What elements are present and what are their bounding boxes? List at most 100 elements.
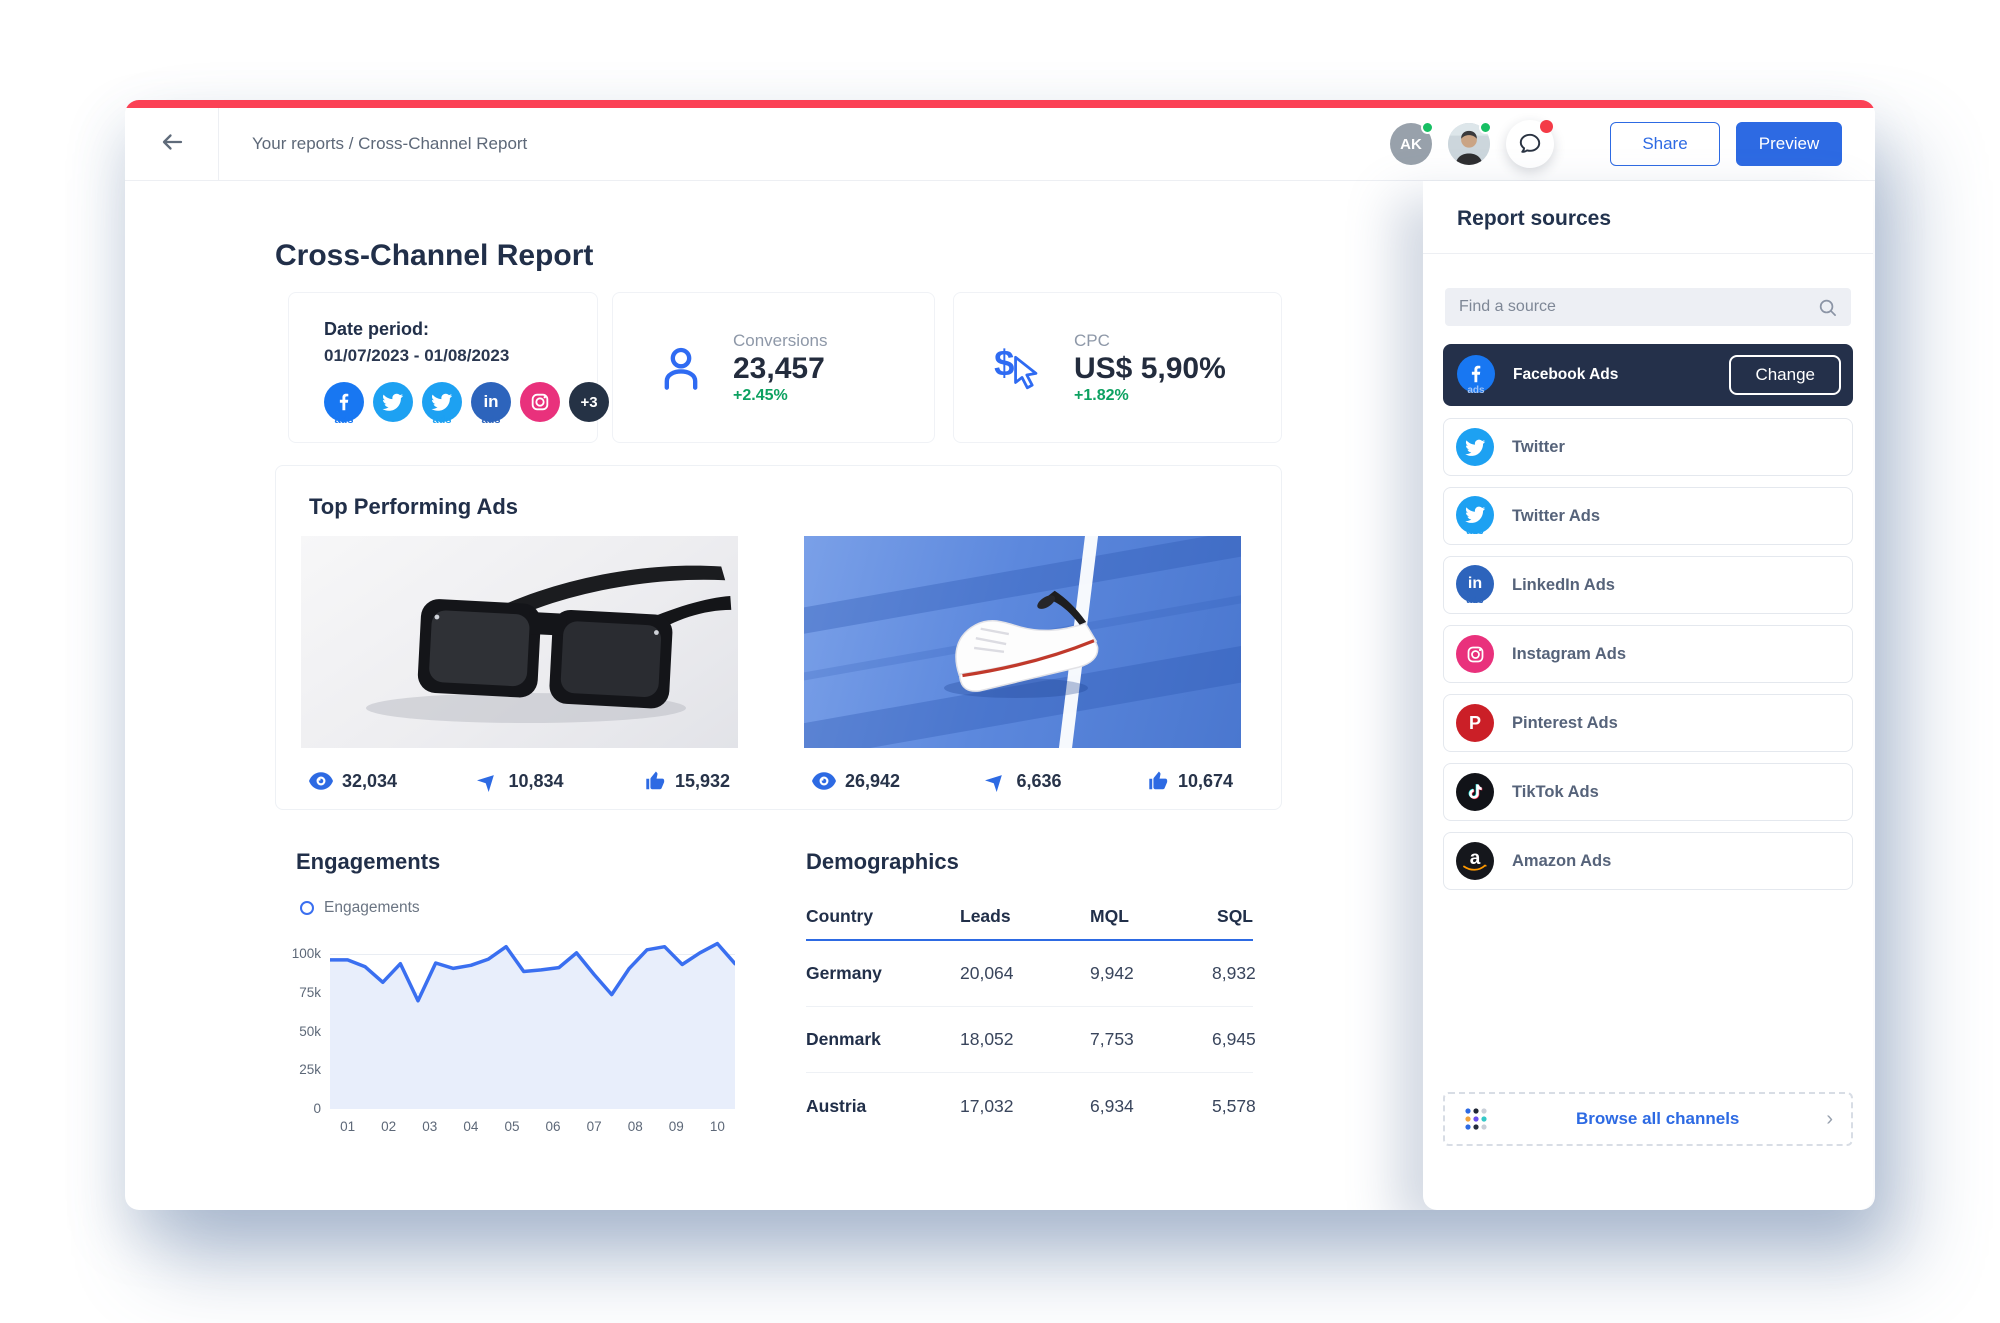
more-channels-icon: +3 (569, 382, 609, 422)
comments-button[interactable] (1506, 120, 1554, 168)
table-row: Austria 17,032 6,934 5,578 (806, 1073, 1256, 1139)
panel-divider (1423, 253, 1873, 254)
cell-country: Denmark (806, 1029, 881, 1049)
source-item-pinterest-ads[interactable]: P Pinterest Ads (1443, 694, 1853, 752)
col-leads: Leads (960, 905, 1011, 926)
header: Your reports / Cross-Channel Report AK (125, 108, 1875, 181)
source-item-instagram-ads[interactable]: Instagram Ads (1443, 625, 1853, 683)
x-tick-label: 04 (463, 1119, 479, 1134)
cell-leads: 20,064 (960, 963, 1014, 983)
search-icon (1819, 299, 1836, 316)
instagram-chip (520, 382, 560, 422)
x-tick-label: 02 (381, 1119, 397, 1134)
ad-stats-row: 26,942 6,636 10,674 (804, 770, 1241, 792)
more-channels-badge[interactable]: +3 (569, 382, 609, 422)
source-list: Twitter ads Twitter Ads in ads LinkedIn … (1443, 418, 1853, 901)
x-tick-label: 05 (504, 1119, 520, 1134)
source-item-linkedin-ads[interactable]: in ads LinkedIn Ads (1443, 556, 1853, 614)
cpc-dollar-cursor-icon: $ (992, 341, 1052, 395)
preview-button[interactable]: Preview (1736, 122, 1842, 166)
twitter-icon (1454, 428, 1496, 466)
clicks-stat: 10,834 (477, 770, 564, 792)
channels-grid-icon (1465, 1108, 1487, 1130)
date-period-value: 01/07/2023 - 01/08/2023 (324, 346, 510, 365)
share-button[interactable]: Share (1610, 122, 1720, 166)
likes-stat: 10,674 (1147, 770, 1233, 792)
date-period-label: Date period: (324, 319, 430, 339)
metric-value: US$ 5,90% (1074, 351, 1226, 385)
cell-sql: 5,578 (1212, 1095, 1256, 1116)
chart-y-axis: 100k 75k 50k 25k 0 (275, 939, 321, 1116)
ad-image-sneaker (804, 536, 1241, 748)
browse-all-channels-label: Browse all channels (1575, 1109, 1740, 1128)
conversions-metric-card: Conversions 23,457 +2.45% (612, 292, 935, 443)
demographics-table: Country Leads MQL SQL Germany 20,064 9,9… (806, 893, 1256, 1139)
trend-arrow-icon (985, 775, 1003, 792)
metric-change: +2.45% (733, 386, 788, 404)
metric-label: CPC (1074, 330, 1110, 350)
demographics-title: Demographics (806, 849, 959, 874)
search-input[interactable] (1459, 298, 1818, 316)
twitter-icon (373, 382, 413, 422)
x-tick-label: 03 (422, 1119, 438, 1134)
ads-suffix: ads (481, 414, 501, 426)
chevron-right-icon: › (1826, 1107, 1833, 1130)
twitter-chip (373, 382, 413, 422)
avatar-initials-text: AK (1400, 135, 1422, 153)
y-tick-label: 25k (299, 1062, 321, 1078)
back-arrow-icon[interactable] (158, 130, 186, 159)
report-sources-panel: Report sources ads Facebook Ads Change (1423, 181, 1873, 1210)
col-sql: SQL (1217, 905, 1253, 926)
source-item-amazon-ads[interactable]: a Amazon Ads (1443, 832, 1853, 890)
cell-mql: 9,942 (1090, 963, 1134, 983)
source-item-twitter-ads[interactable]: ads Twitter Ads (1443, 487, 1853, 545)
selected-source-label: Facebook Ads (1513, 366, 1619, 383)
instagram-icon (520, 382, 560, 422)
thumbs-up-icon (1149, 771, 1168, 790)
cpc-metric-card: $ CPC US$ 5,90% +1.82% (953, 292, 1282, 443)
avatar-initials[interactable]: AK (1390, 121, 1434, 165)
ads-suffix: ads (1467, 384, 1485, 396)
x-tick-label: 10 (709, 1119, 725, 1134)
source-item-tiktok-ads[interactable]: TikTok Ads (1443, 763, 1853, 821)
back-rail (125, 108, 219, 180)
ad-stats-row: 32,034 10,834 15,932 (301, 770, 738, 792)
tiktok-ads-icon (1454, 773, 1496, 811)
selected-source-facebook-ads[interactable]: ads Facebook Ads Change (1443, 344, 1853, 406)
report-canvas: Cross-Channel Report Date period: 01/07/… (125, 181, 1437, 1210)
page-title: Cross-Channel Report (275, 239, 594, 272)
views-count: 26,942 (845, 770, 901, 791)
instagram-ads-icon (1454, 635, 1496, 673)
metric-change: +1.82% (1074, 386, 1129, 404)
chart-x-axis: 01 02 03 04 05 06 07 08 09 10 (330, 1119, 735, 1139)
engagements-chart: 100k 75k 50k 25k 0 01 02 03 04 05 06 07 08 09 10 (275, 939, 745, 1149)
engagements-title: Engagements (296, 849, 441, 874)
x-tick-label: 07 (586, 1119, 602, 1134)
eye-icon (812, 772, 836, 790)
legend-label: Engagements (324, 899, 420, 916)
col-country: Country (806, 905, 874, 926)
y-tick-label: 100k (291, 946, 321, 962)
ads-suffix: ads (432, 414, 452, 426)
eye-icon (309, 772, 333, 790)
engagements-chart-svg (328, 941, 737, 1110)
views-stat: 26,942 (812, 771, 900, 792)
change-source-button[interactable]: Change (1729, 355, 1841, 395)
linkedin-ads-chip: in ads (471, 382, 511, 426)
cell-leads: 17,032 (960, 1095, 1014, 1116)
ads-suffix: ads (1466, 525, 1484, 537)
avatar-photo[interactable] (1448, 121, 1492, 165)
breadcrumb[interactable]: Your reports / Cross-Channel Report (252, 134, 528, 153)
panel-title: Report sources (1457, 207, 1612, 230)
views-stat: 32,034 (309, 771, 397, 792)
source-item-twitter[interactable]: Twitter (1443, 418, 1853, 476)
col-mql: MQL (1090, 905, 1129, 926)
clicks-stat: 6,636 (985, 770, 1062, 792)
browse-all-channels-button[interactable]: Browse all channels › (1443, 1092, 1853, 1146)
x-tick-label: 08 (627, 1119, 643, 1134)
cell-sql: 8,932 (1212, 963, 1256, 983)
channel-chip-row: ads ads in (324, 382, 609, 426)
ads-suffix: ads (334, 414, 354, 426)
amazon-ads-icon: a (1454, 842, 1496, 880)
online-status-dot (1479, 121, 1492, 134)
